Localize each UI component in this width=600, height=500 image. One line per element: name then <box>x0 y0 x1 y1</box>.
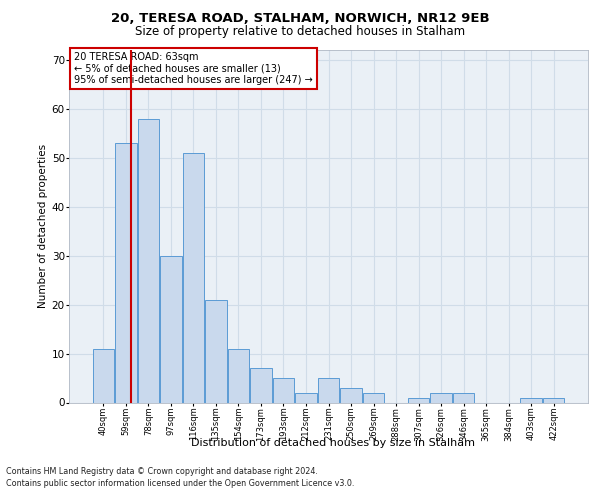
Bar <box>340 388 362 402</box>
Bar <box>295 392 317 402</box>
Bar <box>205 300 227 403</box>
Bar <box>408 398 429 402</box>
Bar <box>115 143 137 403</box>
Text: Distribution of detached houses by size in Stalham: Distribution of detached houses by size … <box>191 438 475 448</box>
Bar <box>363 392 384 402</box>
Bar <box>318 378 339 402</box>
Bar <box>137 118 159 403</box>
Bar <box>182 153 204 402</box>
Text: 20 TERESA ROAD: 63sqm
← 5% of detached houses are smaller (13)
95% of semi-detac: 20 TERESA ROAD: 63sqm ← 5% of detached h… <box>74 52 313 85</box>
Bar <box>160 256 182 402</box>
Text: Contains public sector information licensed under the Open Government Licence v3: Contains public sector information licen… <box>6 479 355 488</box>
Text: 20, TERESA ROAD, STALHAM, NORWICH, NR12 9EB: 20, TERESA ROAD, STALHAM, NORWICH, NR12 … <box>110 12 490 26</box>
Bar <box>543 398 565 402</box>
Bar <box>430 392 452 402</box>
Y-axis label: Number of detached properties: Number of detached properties <box>38 144 47 308</box>
Bar <box>92 348 114 403</box>
Bar <box>228 348 249 403</box>
Text: Size of property relative to detached houses in Stalham: Size of property relative to detached ho… <box>135 25 465 38</box>
Bar <box>520 398 542 402</box>
Bar <box>273 378 294 402</box>
Bar <box>453 392 475 402</box>
Text: Contains HM Land Registry data © Crown copyright and database right 2024.: Contains HM Land Registry data © Crown c… <box>6 468 318 476</box>
Bar <box>250 368 272 402</box>
